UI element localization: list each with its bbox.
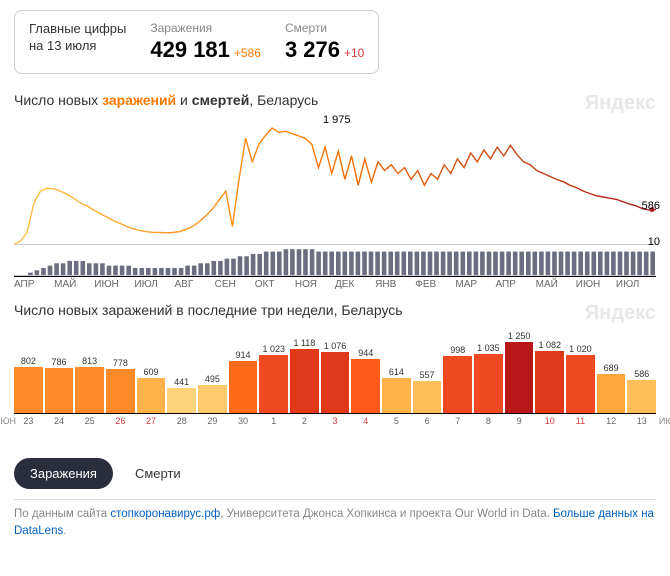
weeks-day-tick: 7	[443, 416, 472, 426]
stats-date-label: Главные цифры на 13 июля	[29, 21, 126, 55]
line-chart-title: Число новых заражений и смертей, Беларус…	[14, 92, 656, 108]
month-tick: МАЙ	[54, 279, 94, 290]
stat-infections-title: Заражения	[150, 21, 261, 35]
weeks-day-tick: 11	[566, 416, 595, 426]
month-tick: ИЮЛ	[134, 279, 174, 290]
peak-label: 1 975	[323, 114, 351, 126]
month-tick: ЯНВ	[375, 279, 415, 290]
deaths-bar-svg	[14, 244, 656, 276]
weeks-day-tick: 2	[290, 416, 319, 426]
weeks-day-tick: 4	[351, 416, 380, 426]
weeks-bar: 1 118	[290, 324, 319, 413]
month-tick: СЕН	[215, 279, 255, 290]
weeks-chart-title: Число новых заражений в последние три не…	[14, 302, 656, 318]
cases-line-svg	[14, 114, 656, 244]
month-tick: НОЯ	[295, 279, 335, 290]
end-label-deaths: 10	[648, 236, 660, 248]
month-tick: ИЮЛ	[616, 279, 656, 290]
line-chart: 1 975 586 10 АПРМАЙИЮНИЮЛАВГСЕНОКТНОЯДЕК…	[14, 114, 656, 284]
weeks-bars: 8027868137786094414959141 0231 1181 0769…	[14, 324, 656, 414]
weeks-axis-edge-left: ИЮН	[0, 416, 16, 426]
month-tick: АПР	[14, 279, 54, 290]
tab-infections[interactable]: Заражения	[14, 458, 113, 489]
weeks-day-tick: 23	[14, 416, 43, 426]
stats-box: Главные цифры на 13 июля Заражения 429 1…	[14, 10, 379, 74]
weeks-chart-section: Число новых заражений в последние три не…	[14, 302, 656, 444]
weeks-axis: ИЮН ИЮЛ 23242526272829301234567891011121…	[14, 414, 656, 426]
weeks-bar: 1 035	[474, 324, 503, 413]
weeks-day-tick: 30	[229, 416, 258, 426]
weeks-day-tick: 8	[474, 416, 503, 426]
weeks-day-tick: 27	[137, 416, 166, 426]
month-tick: МАР	[455, 279, 495, 290]
month-tick: АВГ	[175, 279, 215, 290]
watermark: Яндекс	[585, 302, 656, 325]
weeks-bar: 614	[382, 324, 411, 413]
stat-deaths: Смерти 3 276 +10	[285, 21, 364, 63]
weeks-bar: 1 076	[321, 324, 350, 413]
month-tick: ФЕВ	[415, 279, 455, 290]
weeks-day-tick: 3	[321, 416, 350, 426]
month-tick: ДЕК	[335, 279, 375, 290]
weeks-bar: 778	[106, 324, 135, 413]
weeks-day-tick: 24	[45, 416, 74, 426]
weeks-day-tick: 1	[259, 416, 288, 426]
line-chart-section: Число новых заражений и смертей, Беларус…	[14, 92, 656, 284]
weeks-bar: 557	[413, 324, 442, 413]
month-tick: ИЮН	[576, 279, 616, 290]
weeks-bar: 944	[351, 324, 380, 413]
tab-deaths[interactable]: Смерти	[119, 458, 197, 489]
stat-deaths-title: Смерти	[285, 21, 364, 35]
weeks-day-tick: 6	[413, 416, 442, 426]
weeks-bar: 1 023	[259, 324, 288, 413]
weeks-day-tick: 25	[75, 416, 104, 426]
weeks-chart: 8027868137786094414959141 0231 1181 0769…	[14, 324, 656, 444]
watermark: Яндекс	[585, 92, 656, 115]
month-tick: МАЙ	[536, 279, 576, 290]
month-tick: АПР	[496, 279, 536, 290]
weeks-day-tick: 12	[597, 416, 626, 426]
tabs: Заражения Смерти	[14, 458, 656, 489]
stat-infections: Заражения 429 181 +586	[150, 21, 261, 63]
weeks-day-tick: 5	[382, 416, 411, 426]
weeks-bar: 495	[198, 324, 227, 413]
weeks-bar: 1 250	[505, 324, 534, 413]
weeks-bar: 609	[137, 324, 166, 413]
weeks-axis-edge-right: ИЮЛ	[659, 416, 670, 426]
weeks-bar: 802	[14, 324, 43, 413]
weeks-bar: 998	[443, 324, 472, 413]
month-tick: ИЮН	[94, 279, 134, 290]
weeks-bar: 1 020	[566, 324, 595, 413]
weeks-bar: 914	[229, 324, 258, 413]
weeks-day-tick: 10	[535, 416, 564, 426]
footer-divider	[14, 499, 656, 500]
footer: По данным сайта стопкоронавирус.рф, Унив…	[14, 506, 656, 541]
stat-infections-delta: +586	[234, 46, 261, 60]
months-axis: АПРМАЙИЮНИЮЛАВГСЕНОКТНОЯДЕКЯНВФЕВМАРАПРМ…	[14, 276, 656, 290]
weeks-day-tick: 9	[505, 416, 534, 426]
weeks-day-tick: 28	[167, 416, 196, 426]
weeks-day-tick: 13	[627, 416, 656, 426]
weeks-bar: 813	[75, 324, 104, 413]
weeks-bar: 1 082	[535, 324, 564, 413]
weeks-bar: 586	[627, 324, 656, 413]
weeks-bar: 786	[45, 324, 74, 413]
stat-deaths-delta: +10	[344, 46, 364, 60]
weeks-bar: 441	[167, 324, 196, 413]
stat-deaths-value: 3 276	[285, 37, 340, 63]
weeks-day-tick: 29	[198, 416, 227, 426]
month-tick: ОКТ	[255, 279, 295, 290]
weeks-day-tick: 26	[106, 416, 135, 426]
stat-infections-value: 429 181	[150, 37, 230, 63]
footer-link-source[interactable]: стопкоронавирус.рф	[110, 508, 220, 520]
end-label-cases: 586	[642, 200, 660, 212]
weeks-bar: 689	[597, 324, 626, 413]
